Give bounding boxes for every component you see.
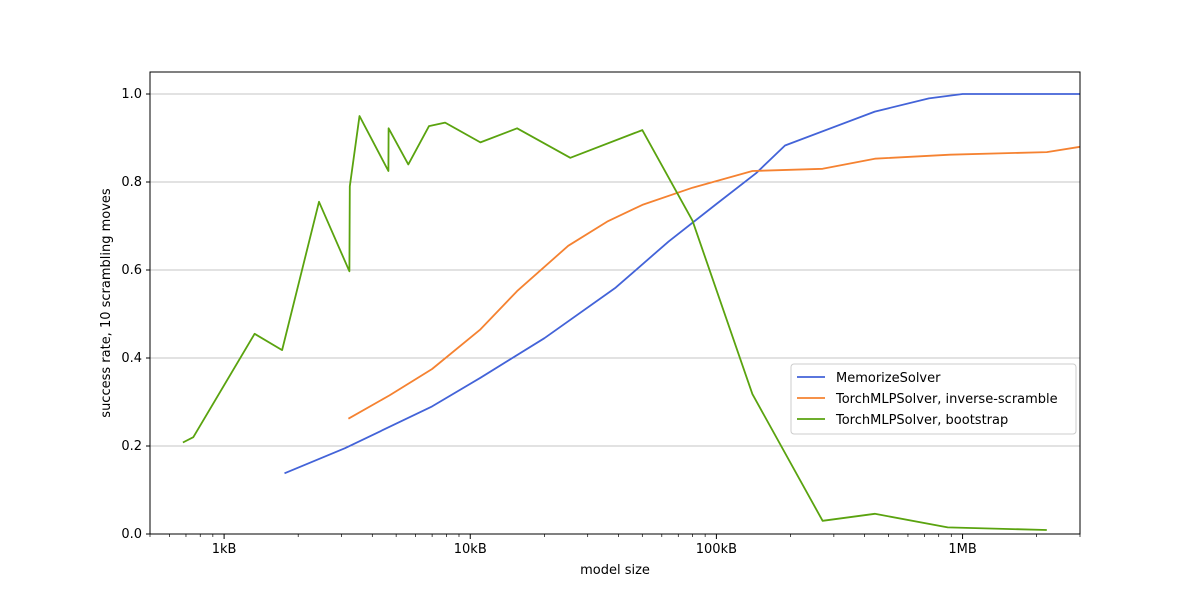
legend: MemorizeSolver TorchMLPSolver, inverse-sc… — [790, 363, 1077, 435]
x-tick-label-0: 1kB — [212, 542, 237, 557]
y-tick-label-5: 1.0 — [121, 87, 142, 102]
x-tick-label-3: 1MB — [948, 542, 976, 557]
x-tick-label-2: 100kB — [696, 542, 737, 557]
legend-entry-0: MemorizeSolver — [836, 371, 941, 386]
legend-box — [790, 363, 1077, 435]
gridlines — [150, 93, 1080, 535]
x-axis-label: model size — [580, 563, 650, 578]
y-tick-label-3: 0.6 — [121, 263, 142, 278]
y-tick-label-0: 0.0 — [121, 527, 142, 542]
y-tick-label-1: 0.2 — [121, 439, 142, 454]
series-line-0 — [284, 93, 1080, 475]
y-axis-label: success rate, 10 scrambling moves — [99, 188, 114, 418]
plot-frame — [149, 71, 1081, 535]
series-lines — [182, 93, 1081, 531]
series-line-2 — [182, 115, 1047, 531]
series-line-1 — [347, 145, 1081, 420]
x-axis-ticks: 1kB 10kB 100kB 1MB — [149, 534, 1081, 557]
x-tick-label-1: 10kB — [454, 542, 487, 557]
y-tick-label-4: 0.8 — [121, 175, 142, 190]
y-tick-label-2: 0.4 — [121, 351, 142, 366]
legend-entry-1: TorchMLPSolver, inverse-scramble — [835, 392, 1058, 407]
y-axis-ticks: 0.0 0.2 0.4 0.6 0.8 1.0 — [121, 87, 150, 542]
legend-entry-2: TorchMLPSolver, bootstrap — [835, 413, 1008, 428]
